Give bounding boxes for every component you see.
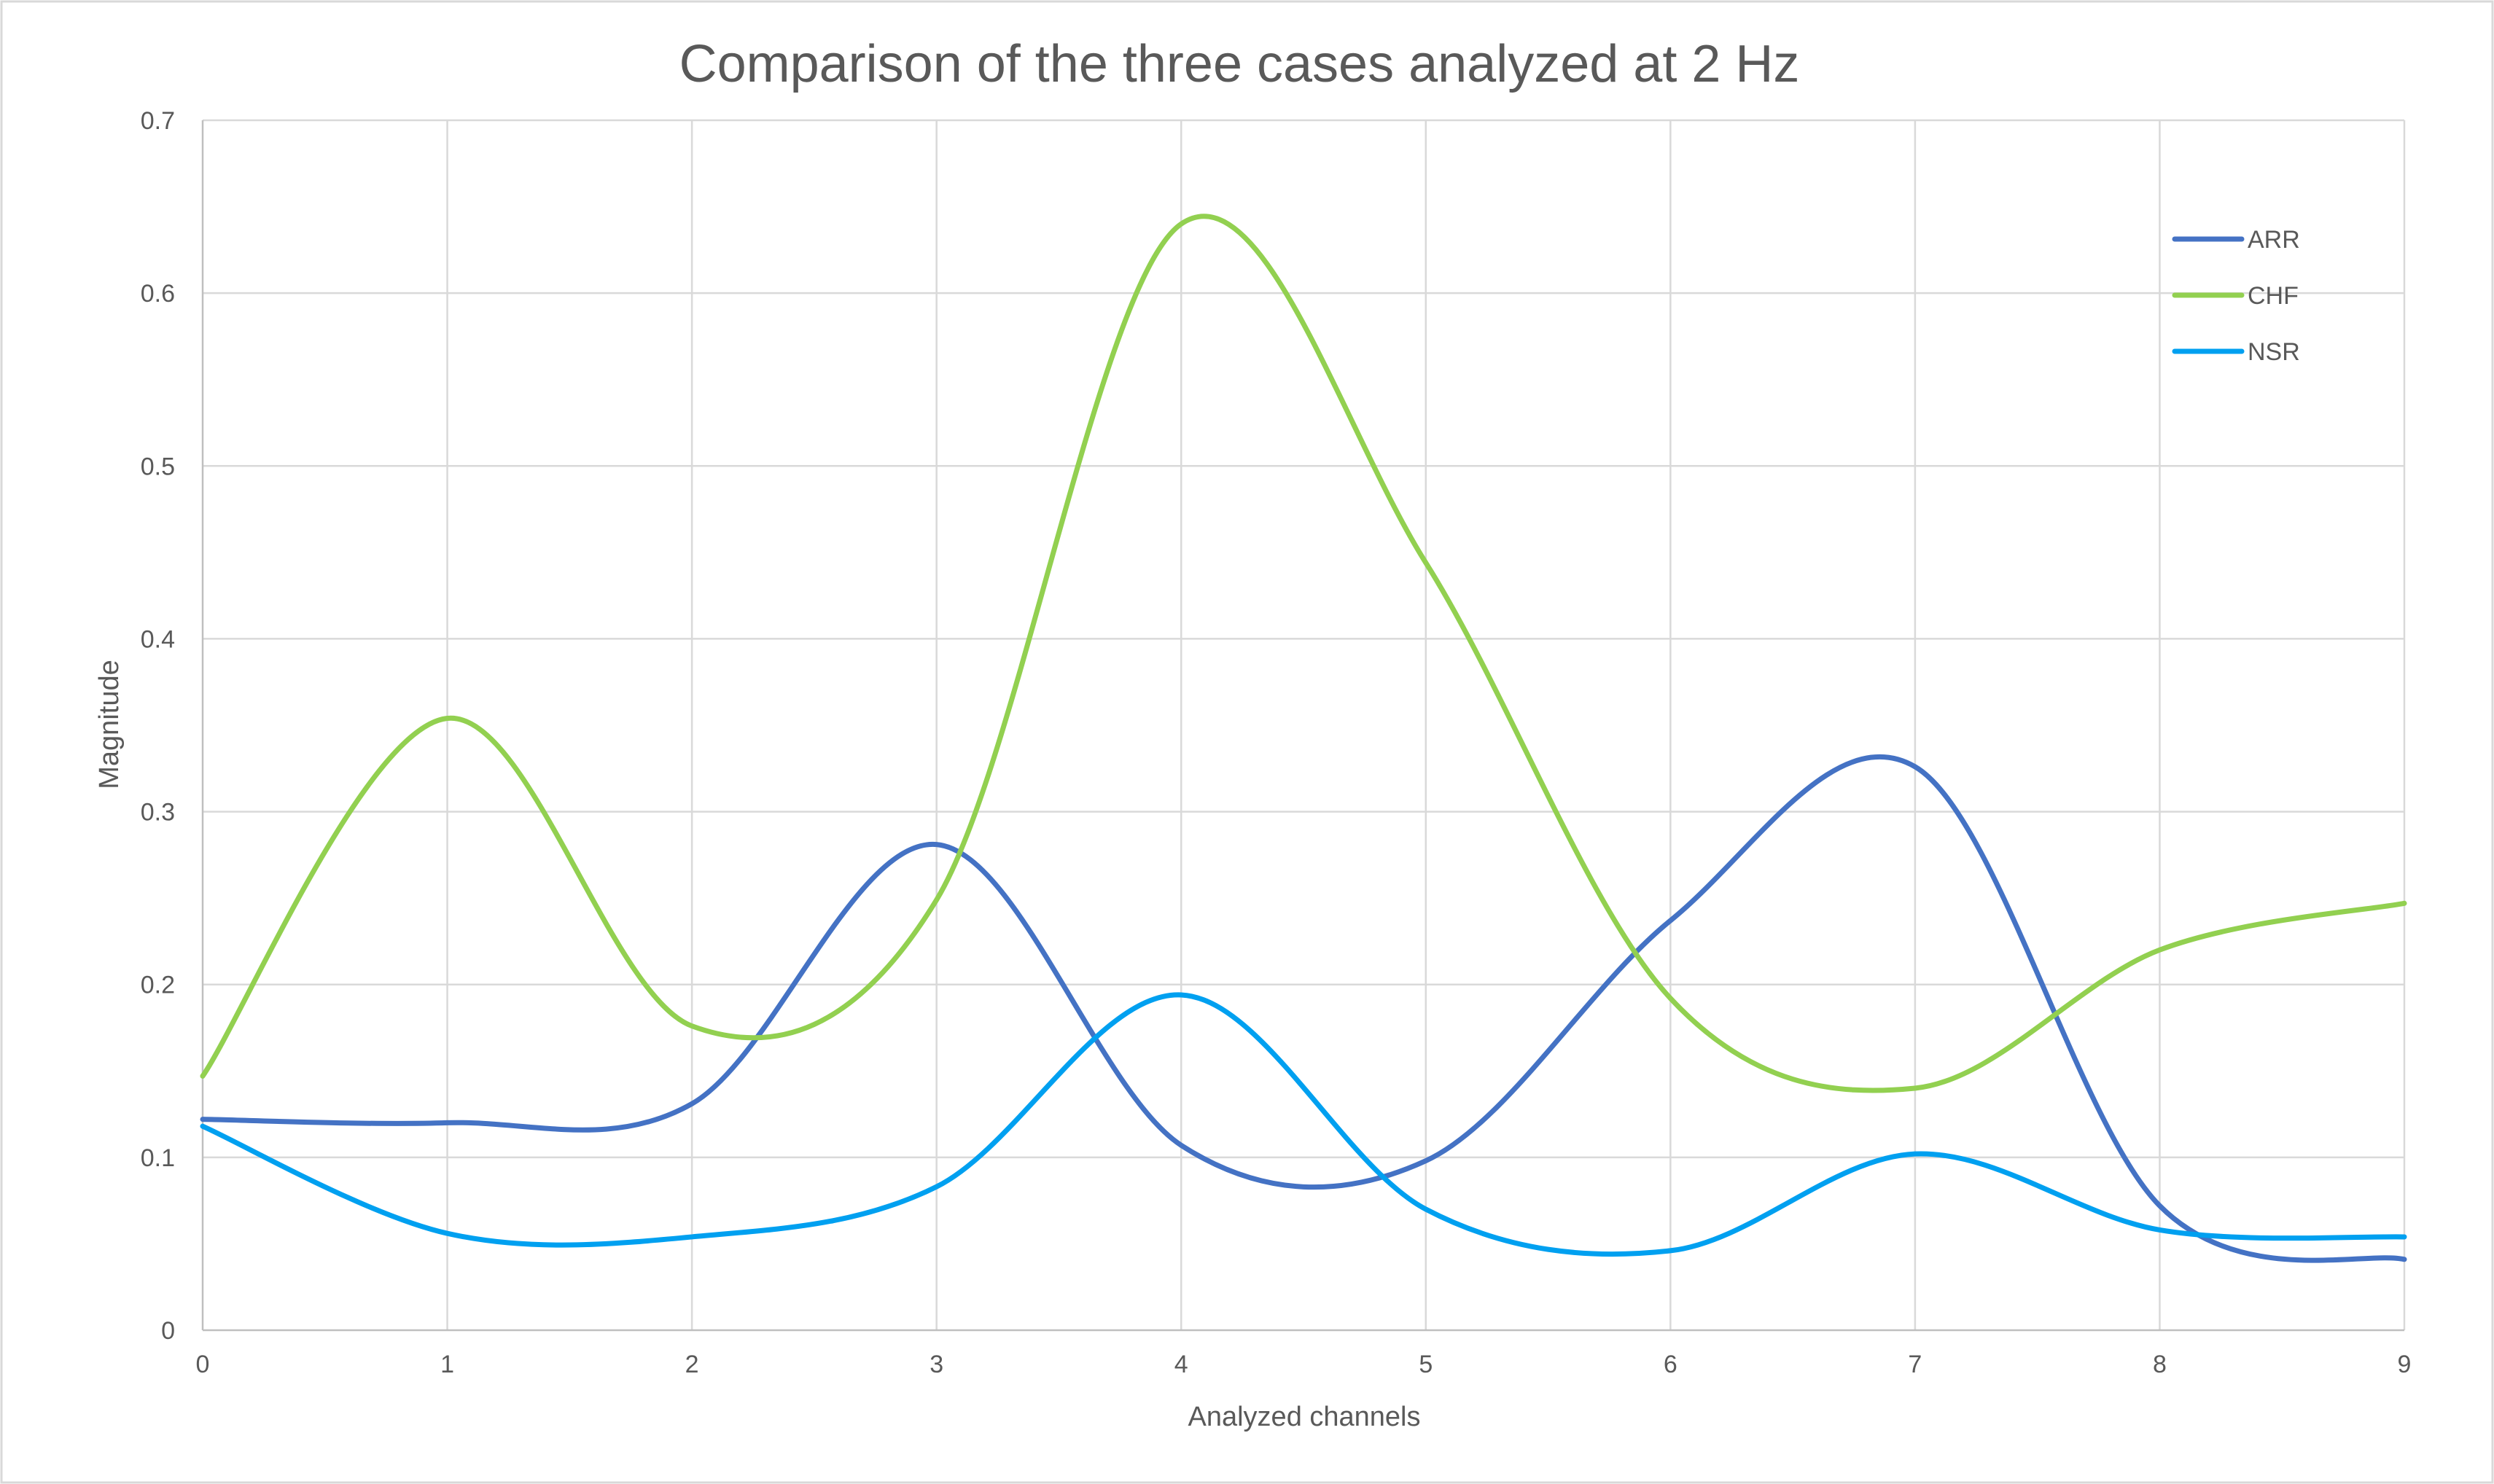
y-tick-label: 0.1 — [141, 1144, 175, 1172]
series-line-arr — [200, 754, 2407, 1263]
x-tick-label: 6 — [1664, 1351, 1677, 1378]
y-axis-title: Magnitude — [94, 660, 125, 789]
x-tick-label: 9 — [2398, 1351, 2412, 1378]
x-tick-label: 2 — [685, 1351, 699, 1378]
y-tick-label: 0.7 — [141, 107, 175, 135]
legend-label-chf: CHF — [2248, 282, 2299, 310]
y-tick-label: 0.4 — [141, 625, 175, 653]
x-tick-label: 4 — [1174, 1351, 1188, 1378]
series-line-chf — [200, 214, 2407, 1093]
y-tick-label: 0 — [161, 1317, 175, 1345]
legend: ARR CHF NSR — [2172, 226, 2300, 366]
gridlines — [203, 119, 2406, 1330]
x-tick-label: 1 — [440, 1351, 454, 1378]
chart-title: Comparison of the three cases analyzed a… — [679, 35, 1800, 93]
legend-label-arr: ARR — [2248, 226, 2300, 254]
legend-label-nsr: NSR — [2248, 338, 2300, 366]
y-tick-label: 0.6 — [141, 280, 175, 308]
x-tick-label: 0 — [196, 1351, 210, 1378]
y-tick-label: 0.3 — [141, 799, 175, 827]
series-lines — [200, 214, 2407, 1263]
x-tick-label: 8 — [2153, 1351, 2167, 1378]
x-tick-label: 5 — [1419, 1351, 1433, 1378]
tick-labels: 0 0.1 0.2 0.3 0.4 0.5 0.6 0.7 0 1 2 3 4 5 6 7 8 9 — [141, 107, 2412, 1378]
x-axis-title: Analyzed channels — [1188, 1402, 1421, 1432]
x-tick-label: 7 — [1908, 1351, 1922, 1378]
y-tick-label: 0.5 — [141, 453, 175, 480]
series-line-nsr — [200, 992, 2407, 1257]
x-tick-label: 3 — [930, 1351, 943, 1378]
y-tick-label: 0.2 — [141, 972, 175, 999]
